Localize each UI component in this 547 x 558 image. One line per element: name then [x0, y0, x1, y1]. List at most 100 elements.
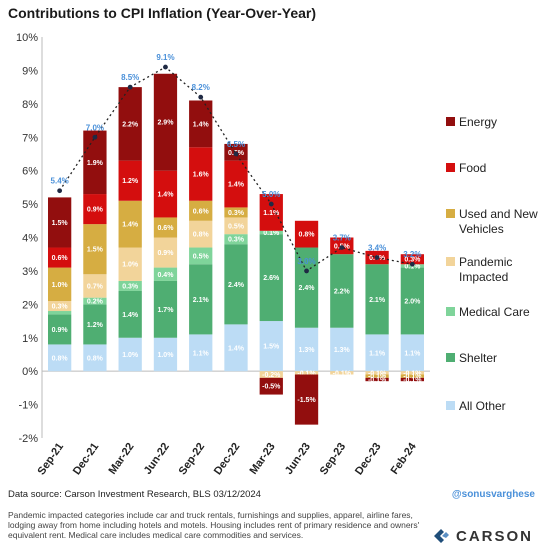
segment-label: 1.1%	[369, 350, 386, 357]
carson-logo-icon	[433, 529, 449, 543]
total-label: 9.1%	[156, 53, 174, 62]
bar-segment	[224, 217, 248, 235]
bar-segment	[47, 197, 72, 248]
total-label: 8.2%	[192, 83, 210, 92]
segment-label: 1.4%	[157, 192, 174, 199]
total-label: 3.2%	[403, 250, 421, 259]
total-line-path	[59, 66, 413, 272]
bar-segment	[400, 371, 425, 375]
total-point	[127, 84, 133, 90]
y-tick-label: -2%	[18, 433, 38, 445]
bar-segment	[153, 280, 178, 338]
segment-label: 0.8%	[87, 355, 104, 362]
y-tick-label: 8%	[22, 99, 38, 111]
segment-label: -0.1%	[297, 370, 316, 377]
total-label: 8.5%	[121, 73, 139, 82]
bar-segment	[47, 314, 72, 345]
segment-label: -0.1%	[368, 370, 387, 377]
bar-segment	[400, 374, 425, 378]
segment-label: 0.9%	[157, 250, 174, 257]
bar-segment	[259, 194, 283, 231]
cpi-contribution-chart: -2%-1%0%1%2%3%4%5%6%7%8%9%10%Sep-21 Dec-2…	[16, 32, 538, 477]
bar-segment	[189, 147, 213, 201]
segment-label: 1.5%	[87, 247, 104, 254]
segment-label: 1.9%	[87, 160, 104, 167]
segment-label: 2.1%	[369, 297, 386, 304]
x-tick-label: Jun-23	[283, 441, 313, 477]
total-point	[409, 261, 415, 267]
segment-label: -0.1%	[333, 370, 352, 377]
x-tick-label: Mar-23	[248, 441, 278, 477]
total-point	[92, 134, 98, 140]
segment-label: 0.3%	[52, 304, 69, 311]
bar-segment	[47, 300, 72, 312]
legend-label: Shelter	[459, 351, 497, 365]
segment-label: -0.2%	[262, 372, 281, 379]
segment-label: 1.2%	[87, 322, 104, 329]
segment-label: 2.9%	[157, 120, 174, 127]
bar-segment	[83, 224, 107, 275]
segment-label: 1.2%	[122, 178, 139, 185]
segment-label: 0.6%	[52, 255, 69, 262]
y-tick-label: 2%	[22, 299, 38, 311]
segment-label: 2.1%	[193, 297, 210, 304]
bar-segment	[153, 237, 178, 268]
legend-label: Energy	[459, 115, 497, 129]
bar-segment	[153, 337, 178, 372]
bar-segment	[294, 371, 319, 375]
segment-label: 1.5%	[52, 220, 69, 227]
bar-segment	[330, 327, 354, 372]
bar-segment	[365, 371, 389, 375]
segment-label: 0.8%	[52, 355, 69, 362]
legend-swatch	[446, 209, 455, 218]
segment-label: 1.4%	[122, 222, 139, 229]
bar-segment	[153, 170, 178, 218]
segment-label: 1.4%	[228, 345, 245, 352]
segment-label: -0.1%	[403, 377, 422, 384]
total-label: 5.4%	[51, 177, 69, 186]
segment-label: 0.6%	[193, 208, 210, 215]
bar-segment	[294, 247, 319, 328]
segment-label: -0.1%	[403, 370, 422, 377]
bar-segment	[259, 234, 283, 322]
segment-label: -0.1%	[368, 377, 387, 384]
author-handle: @sonusvarghese	[451, 489, 535, 500]
bar-segment	[118, 160, 142, 201]
bar-segment	[259, 371, 283, 378]
brand-name: CARSON	[455, 527, 533, 545]
legend-label: Used and New	[459, 207, 538, 221]
y-tick-label: 6%	[22, 166, 38, 178]
bar-segment	[189, 100, 213, 148]
legend-label: Vehicles	[459, 222, 504, 236]
bar-segment	[189, 200, 213, 221]
segment-label: 0.8%	[299, 232, 316, 239]
total-point	[198, 94, 204, 100]
segment-label: 0.3%	[122, 283, 139, 290]
x-tick-label: Sep-23	[318, 441, 349, 477]
segment-label: -0.1%	[368, 374, 387, 381]
segment-label: -0.5%	[262, 384, 281, 391]
segment-label: 1.4%	[193, 121, 210, 128]
x-tick-label: Mar-22	[106, 441, 136, 477]
legend-label: Impacted	[459, 270, 508, 284]
bar-segment	[47, 267, 72, 301]
bar-segment	[153, 73, 178, 171]
legend-label: Medical Care	[459, 305, 530, 319]
total-point	[339, 245, 345, 250]
bar-segment	[259, 230, 283, 235]
segment-label: 1.0%	[122, 352, 139, 359]
x-tick-label: Sep-21	[36, 441, 67, 477]
y-tick-label: -1%	[18, 400, 38, 412]
segment-label: 1.4%	[122, 312, 139, 319]
segment-label: 2.2%	[334, 288, 351, 295]
footnote: Pandemic impacted categories include car…	[8, 510, 420, 540]
segment-label: 1.3%	[334, 347, 351, 354]
total-point	[163, 64, 168, 70]
y-tick-label: 1%	[22, 333, 38, 345]
legend-swatch	[446, 163, 455, 172]
segment-label: 2.6%	[263, 275, 280, 282]
bar-segment	[365, 377, 389, 382]
bar-segment	[400, 267, 425, 335]
bar-segment	[294, 220, 319, 248]
bar-segment	[400, 334, 425, 372]
